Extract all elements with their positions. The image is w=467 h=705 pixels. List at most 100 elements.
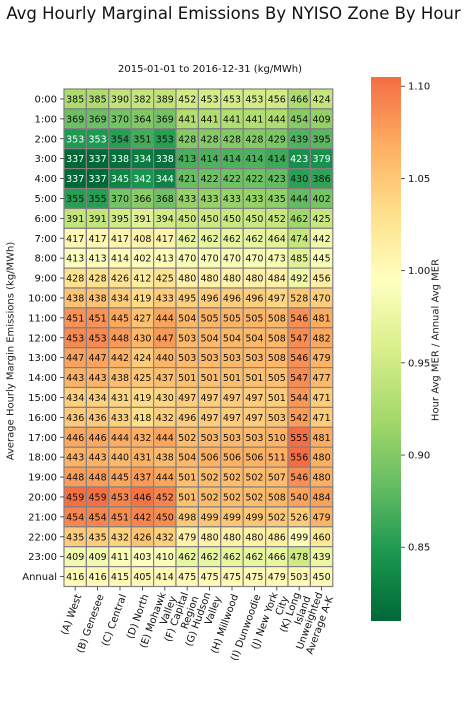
cell-value-label: 337 xyxy=(66,174,84,185)
cell-value-label: 447 xyxy=(89,353,107,364)
colorbar-gradient xyxy=(371,77,401,621)
cell-value-label: 480 xyxy=(245,532,263,543)
cell-value-label: 503 xyxy=(223,433,241,444)
row-tick-label: 1:00 xyxy=(35,114,57,125)
cell-value-label: 502 xyxy=(178,433,196,444)
cell-value-label: 421 xyxy=(178,174,196,185)
cell-value-label: 434 xyxy=(111,293,129,304)
cell-value-label: 422 xyxy=(245,174,263,185)
cell-value-label: 502 xyxy=(268,512,286,523)
cell-value-label: 443 xyxy=(66,453,84,464)
cell-value-label: 441 xyxy=(223,114,241,125)
cell-value-label: 497 xyxy=(245,413,263,424)
cell-value-label: 444 xyxy=(156,313,174,324)
cell-value-label: 444 xyxy=(156,433,174,444)
cell-value-label: 423 xyxy=(268,174,286,185)
chart-subtitle: 2015-01-01 to 2016-12-31 (kg/MWh) xyxy=(118,64,302,75)
cell-value-label: 448 xyxy=(111,333,129,344)
cell-value-label: 428 xyxy=(89,274,107,285)
cell-value-label: 486 xyxy=(268,532,286,543)
cell-value-label: 413 xyxy=(89,254,107,265)
svg-text:(A) West: (A) West xyxy=(59,593,84,637)
cell-value-label: 547 xyxy=(290,373,308,384)
cell-value-label: 495 xyxy=(178,293,196,304)
row-labels: 0:00 1:00 2:00 3:00 4:00 5:00 6:00 7:00 8:00 9:00… xyxy=(22,94,64,583)
cell-value-label: 447 xyxy=(156,333,174,344)
cell-value-label: 428 xyxy=(201,134,219,145)
cell-value-label: 480 xyxy=(201,532,219,543)
cell-value-label: 462 xyxy=(245,552,263,563)
cell-value-label: 482 xyxy=(313,333,331,344)
cell-value-label: 505 xyxy=(223,313,241,324)
cell-value-label: 438 xyxy=(89,293,107,304)
cell-value-label: 473 xyxy=(268,254,286,265)
cell-value-label: 496 xyxy=(201,293,219,304)
cell-value-label: 453 xyxy=(245,94,263,105)
cell-value-label: 444 xyxy=(111,433,129,444)
cell-value-label: 433 xyxy=(156,293,174,304)
row-tick-label: 15:00 xyxy=(28,393,57,404)
cell-value-label: 432 xyxy=(156,532,174,543)
cell-value-label: 502 xyxy=(201,492,219,503)
cell-value-label: 402 xyxy=(133,254,151,265)
cell-value-label: 440 xyxy=(156,353,174,364)
cell-value-label: 462 xyxy=(201,552,219,563)
cell-value-label: 439 xyxy=(313,552,331,563)
cell-value-label: 451 xyxy=(66,313,84,324)
cell-value-label: 542 xyxy=(290,413,308,424)
cell-value-label: 508 xyxy=(268,333,286,344)
cell-value-label: 395 xyxy=(313,134,331,145)
cell-value-label: 443 xyxy=(89,373,107,384)
cell-value-label: 511 xyxy=(268,453,286,464)
colorbar-tick-label: 0.95 xyxy=(408,358,430,369)
cell-value-label: 334 xyxy=(133,154,151,165)
cell-value-label: 475 xyxy=(178,572,196,583)
cell-value-label: 442 xyxy=(111,353,129,364)
cell-value-label: 485 xyxy=(290,254,308,265)
cell-value-label: 466 xyxy=(290,94,308,105)
cell-value-label: 479 xyxy=(313,353,331,364)
cell-value-label: 337 xyxy=(66,154,84,165)
cell-value-label: 496 xyxy=(223,293,241,304)
cell-value-label: 480 xyxy=(313,473,331,484)
cell-value-label: 470 xyxy=(178,254,196,265)
cell-value-label: 413 xyxy=(178,154,196,165)
cell-value-label: 428 xyxy=(245,134,263,145)
cell-value-label: 479 xyxy=(268,572,286,583)
cell-value-label: 370 xyxy=(111,194,129,205)
cell-value-label: 410 xyxy=(156,552,174,563)
cell-value-label: 409 xyxy=(313,114,331,125)
cell-value-label: 503 xyxy=(245,433,263,444)
cell-value-label: 546 xyxy=(290,353,308,364)
cell-value-label: 505 xyxy=(245,313,263,324)
cell-value-label: 501 xyxy=(178,473,196,484)
cell-value-label: 450 xyxy=(245,214,263,225)
cell-value-label: 544 xyxy=(290,393,308,404)
cell-value-label: 435 xyxy=(89,532,107,543)
cell-value-label: 435 xyxy=(66,532,84,543)
row-tick-label: 23:00 xyxy=(28,552,57,563)
cell-value-label: 351 xyxy=(133,134,151,145)
cell-value-label: 480 xyxy=(313,453,331,464)
cell-value-label: 433 xyxy=(178,194,196,205)
cell-value-label: 547 xyxy=(290,333,308,344)
cell-value-label: 395 xyxy=(111,214,129,225)
cell-value-label: 337 xyxy=(89,174,107,185)
cell-value-label: 497 xyxy=(245,393,263,404)
cell-value-label: 428 xyxy=(223,134,241,145)
cell-value-label: 508 xyxy=(268,492,286,503)
cell-value-label: 450 xyxy=(201,214,219,225)
cell-value-label: 370 xyxy=(111,114,129,125)
cell-value-label: 502 xyxy=(223,492,241,503)
cell-value-label: 345 xyxy=(111,174,129,185)
cell-value-label: 499 xyxy=(223,512,241,523)
cell-value-label: 408 xyxy=(133,234,151,245)
cell-value-label: 385 xyxy=(89,94,107,105)
cell-value-label: 439 xyxy=(290,134,308,145)
cell-value-label: 417 xyxy=(89,234,107,245)
cell-value-label: 540 xyxy=(290,492,308,503)
cell-value-label: 504 xyxy=(223,333,241,344)
cell-value-label: 484 xyxy=(268,274,286,285)
cell-value-label: 391 xyxy=(66,214,84,225)
cell-value-label: 452 xyxy=(268,214,286,225)
